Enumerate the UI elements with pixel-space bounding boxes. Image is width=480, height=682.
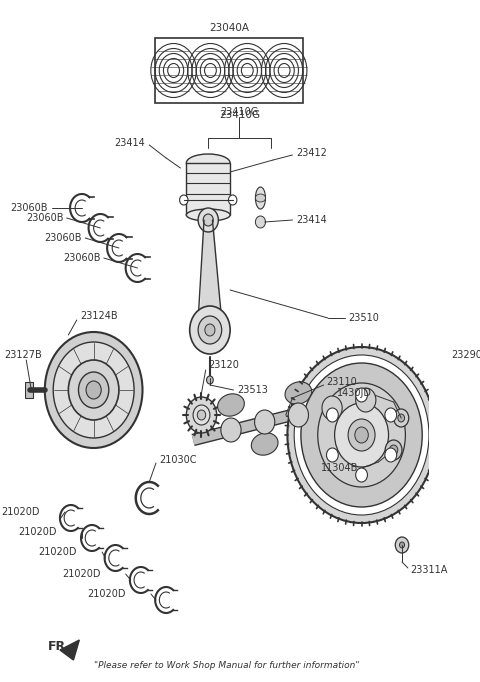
Circle shape [398,414,405,422]
Ellipse shape [217,394,244,416]
Text: 23124B: 23124B [80,311,118,321]
Circle shape [78,372,109,408]
Circle shape [356,388,368,402]
Text: 23510: 23510 [348,313,379,323]
Text: 23410G: 23410G [220,107,259,117]
Text: 21020D: 21020D [62,569,100,579]
Circle shape [326,448,338,462]
Polygon shape [60,640,79,660]
Ellipse shape [352,369,379,391]
Circle shape [206,376,213,384]
Circle shape [53,342,134,438]
Circle shape [193,405,210,425]
Circle shape [399,542,405,548]
Circle shape [288,347,436,523]
Circle shape [86,381,101,399]
Circle shape [348,419,375,451]
Text: FR.: FR. [48,640,71,653]
Bar [155,38,302,103]
Circle shape [221,418,241,442]
Circle shape [394,409,409,427]
Ellipse shape [255,194,265,202]
Text: 23513: 23513 [237,385,268,395]
Text: 23412: 23412 [296,148,327,158]
Circle shape [254,410,275,434]
Circle shape [322,396,342,420]
Text: 23060B: 23060B [63,253,100,263]
Circle shape [385,408,396,422]
Ellipse shape [186,209,230,221]
Text: 23290: 23290 [451,350,480,360]
Circle shape [203,214,213,226]
Text: 23040A: 23040A [209,23,249,33]
Text: 21020D: 21020D [87,589,126,599]
Ellipse shape [319,419,346,441]
Text: 23414: 23414 [296,215,326,225]
Text: 21020D: 21020D [38,547,77,557]
Text: 23414: 23414 [114,138,145,148]
Text: 23120: 23120 [208,360,239,370]
Ellipse shape [252,433,278,455]
Circle shape [395,537,409,553]
Text: 23410G: 23410G [219,110,260,120]
Text: 23127B: 23127B [4,350,42,360]
Circle shape [68,360,119,420]
Circle shape [190,306,230,354]
Circle shape [255,216,265,228]
Circle shape [356,468,368,482]
Circle shape [198,316,222,344]
Circle shape [180,195,188,205]
Circle shape [197,410,206,420]
Circle shape [355,427,368,443]
Circle shape [318,383,406,487]
Circle shape [385,448,396,462]
Circle shape [326,408,338,422]
Text: 23110: 23110 [326,377,357,387]
Circle shape [228,195,237,205]
Ellipse shape [186,154,230,172]
Text: 23311A: 23311A [410,565,448,575]
Circle shape [356,388,376,412]
Circle shape [294,355,429,515]
Bar [24,382,33,398]
Circle shape [205,324,215,336]
Text: 23060B: 23060B [44,233,82,243]
Circle shape [385,440,402,460]
Bar [186,163,230,215]
Circle shape [186,397,216,433]
Text: 21020D: 21020D [1,507,40,517]
Circle shape [389,445,398,455]
Text: "Please refer to Work Shop Manual for further information": "Please refer to Work Shop Manual for fu… [94,662,360,670]
Text: 23060B: 23060B [26,213,63,223]
Text: 21020D: 21020D [18,527,57,537]
Ellipse shape [285,382,312,404]
Circle shape [198,208,218,232]
Circle shape [301,363,422,507]
Text: 11304B: 11304B [321,463,358,473]
Text: 21030C: 21030C [159,455,197,465]
Circle shape [335,403,388,467]
Circle shape [288,403,309,427]
Circle shape [45,332,143,448]
Text: 23060B: 23060B [11,203,48,213]
Ellipse shape [255,187,265,209]
Text: 1430JD: 1430JD [336,388,372,398]
